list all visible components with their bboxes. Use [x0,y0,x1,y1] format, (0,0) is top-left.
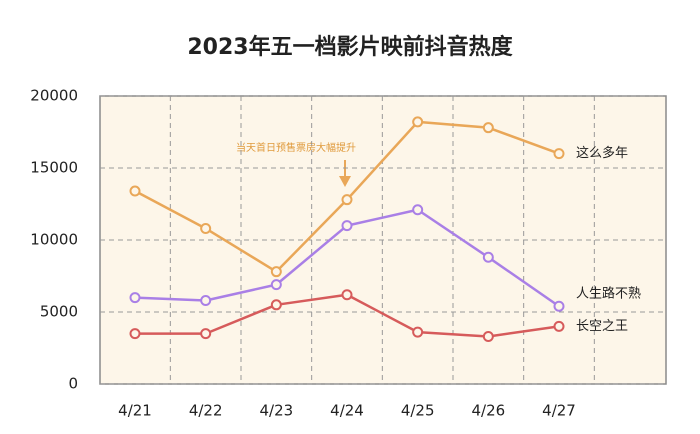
y-tick-label: 10000 [30,231,78,249]
point [200,294,212,306]
legend-label: 人生路不熟 [576,286,641,302]
point [200,222,212,234]
point [129,328,141,340]
point [129,292,141,304]
legend-label: 这么多年 [576,145,628,161]
point [270,266,282,278]
y-tick-label: 15000 [30,159,78,177]
x-tick-label: 4/25 [401,402,435,420]
point [341,194,353,206]
x-tick-label: 4/22 [189,402,223,420]
point [341,289,353,301]
y-tick-label: 5000 [40,303,78,321]
annotation-arrow [339,160,351,187]
point [553,148,565,160]
x-tick-label: 4/26 [471,402,505,420]
point [482,122,494,134]
legend-label: 长空之王 [576,319,628,334]
arrow-head [339,176,351,187]
y-tick-label: 20000 [30,87,78,105]
point [553,300,565,312]
x-tick-label: 4/23 [259,402,293,420]
x-tick-label: 4/24 [330,402,364,420]
point [412,204,424,216]
point [270,299,282,311]
annotation: 当天首日预售票房大幅提升 [236,141,356,154]
point [341,220,353,232]
point [129,185,141,197]
point [553,320,565,332]
point [200,328,212,340]
chart-title: 2023年五一档影片映前抖音热度 [187,34,513,60]
point [482,251,494,263]
point [412,116,424,128]
y-tick-label: 0 [68,375,78,393]
x-tick-label: 4/21 [118,402,152,420]
grid [100,95,666,385]
x-tick-label: 4/27 [542,402,576,420]
point [412,326,424,338]
point [482,330,494,342]
point [270,279,282,291]
